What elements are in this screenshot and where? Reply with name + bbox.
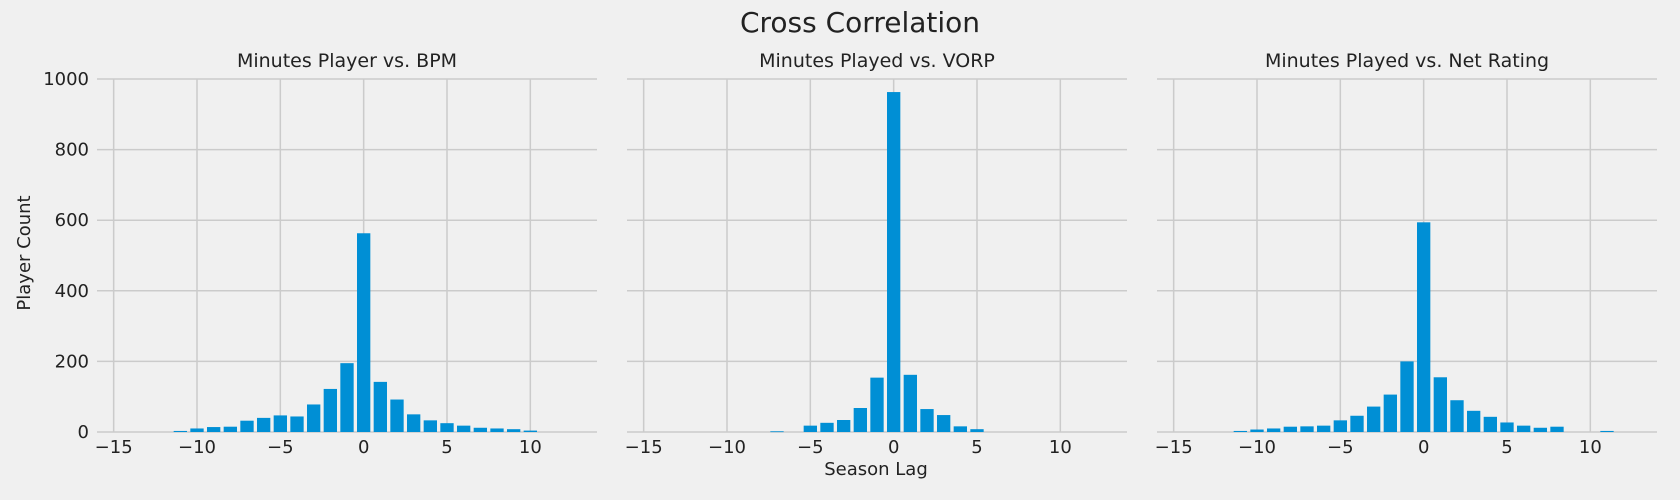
bar [1350, 415, 1364, 432]
bar [1300, 426, 1314, 432]
bar [1333, 420, 1347, 432]
panel-title: Minutes Played vs. Net Rating [1265, 50, 1549, 72]
panel-title: Minutes Player vs. BPM [237, 50, 457, 72]
bar [803, 425, 817, 432]
bar [1433, 377, 1447, 432]
bar [1467, 410, 1481, 432]
x-tick-label: −5 [1327, 437, 1354, 458]
y-tick-label: 600 [55, 210, 89, 231]
bar [1267, 428, 1281, 432]
bar [1483, 416, 1497, 432]
bar [207, 427, 221, 432]
bar [1250, 429, 1264, 432]
bar [770, 431, 784, 433]
panel-2: −15 −10 −5 0 5 10 Minutes Played vs. VORP [625, 50, 1127, 458]
bar [1550, 426, 1564, 432]
bar [1367, 406, 1381, 432]
bar [190, 428, 204, 432]
bar [820, 422, 834, 432]
x-tick-label: −10 [178, 437, 216, 458]
figure-title: Cross Correlation [740, 6, 980, 39]
bar [1283, 426, 1297, 432]
x-tick-label: −5 [267, 437, 294, 458]
x-tick-label: 0 [1418, 437, 1429, 458]
bar [390, 399, 404, 432]
bar [937, 415, 951, 432]
x-tick-label: 5 [441, 437, 452, 458]
bar [1233, 430, 1247, 432]
panel-title: Minutes Played vs. VORP [759, 50, 995, 72]
bar [853, 407, 867, 432]
y-tick-label: 0 [78, 422, 89, 443]
bar [887, 92, 901, 432]
x-tick-label: 10 [519, 437, 542, 458]
x-tick-label: −15 [625, 437, 663, 458]
x-tick-label: 10 [1579, 437, 1602, 458]
panel-3: −15 −10 −5 0 5 10 Minutes Played vs. Net Ratin… [1155, 50, 1657, 458]
y-tick-label: 800 [55, 140, 89, 161]
bar [1533, 427, 1547, 432]
bar [507, 429, 521, 432]
bar [273, 415, 287, 432]
bar [440, 423, 454, 432]
x-tick-label: −5 [797, 437, 824, 458]
bar [323, 388, 337, 432]
bar [473, 427, 487, 432]
x-tick-label: 5 [971, 437, 982, 458]
bar [870, 377, 884, 432]
bar [307, 404, 321, 432]
bar [290, 416, 304, 432]
x-tick-label: 0 [358, 437, 369, 458]
bar [903, 374, 917, 432]
bar [423, 420, 437, 432]
bar [1450, 400, 1464, 432]
y-tick-label: 400 [55, 281, 89, 302]
bar [837, 419, 851, 432]
bar [340, 363, 354, 432]
bar [257, 417, 271, 432]
bar [920, 409, 934, 432]
x-tick-label: −10 [708, 437, 746, 458]
bar [523, 430, 537, 432]
bar [407, 414, 421, 432]
x-tick-label: −15 [1155, 437, 1193, 458]
bar [223, 426, 237, 432]
bar [1317, 425, 1331, 432]
y-axis-label: Player Count [14, 195, 35, 310]
panel-1: −15 −10 −5 0 5 10 0 200 400 600 800 1000 Minutes Pla… [43, 50, 597, 458]
bar [953, 426, 967, 432]
x-tick-label: 10 [1049, 437, 1072, 458]
bar [1600, 430, 1614, 432]
x-tick-label: −10 [1238, 437, 1276, 458]
x-tick-label: 0 [888, 437, 899, 458]
bar [1517, 425, 1531, 432]
bar [240, 420, 254, 432]
x-axis-label: Season Lag [824, 459, 928, 480]
bar [1383, 394, 1397, 432]
y-tick-label: 200 [55, 351, 89, 372]
bar [1400, 361, 1414, 432]
bar [357, 233, 371, 432]
bar [373, 381, 387, 432]
x-tick-label: −15 [95, 437, 133, 458]
bar [970, 429, 984, 432]
y-tick-label: 1000 [43, 69, 89, 90]
bar [1500, 422, 1514, 432]
bar [457, 425, 471, 432]
bar [490, 428, 504, 432]
x-tick-label: 5 [1501, 437, 1512, 458]
bar [173, 430, 187, 432]
bar [1417, 222, 1431, 432]
